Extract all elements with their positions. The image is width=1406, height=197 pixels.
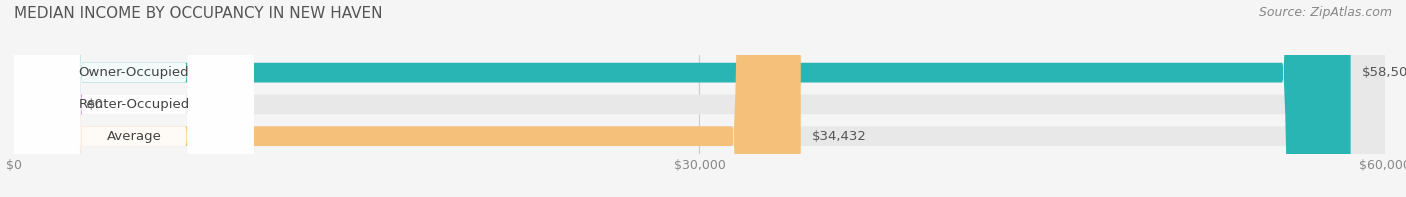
Text: MEDIAN INCOME BY OCCUPANCY IN NEW HAVEN: MEDIAN INCOME BY OCCUPANCY IN NEW HAVEN bbox=[14, 6, 382, 21]
Text: Source: ZipAtlas.com: Source: ZipAtlas.com bbox=[1258, 6, 1392, 19]
Text: Average: Average bbox=[107, 130, 162, 143]
Text: $34,432: $34,432 bbox=[811, 130, 866, 143]
FancyBboxPatch shape bbox=[14, 0, 1385, 197]
Text: Owner-Occupied: Owner-Occupied bbox=[79, 66, 190, 79]
FancyBboxPatch shape bbox=[7, 0, 83, 197]
Text: Renter-Occupied: Renter-Occupied bbox=[79, 98, 190, 111]
FancyBboxPatch shape bbox=[14, 0, 1351, 197]
FancyBboxPatch shape bbox=[14, 0, 254, 197]
FancyBboxPatch shape bbox=[14, 0, 1385, 197]
Text: $58,500: $58,500 bbox=[1361, 66, 1406, 79]
Text: $0: $0 bbox=[87, 98, 104, 111]
FancyBboxPatch shape bbox=[14, 0, 801, 197]
FancyBboxPatch shape bbox=[14, 0, 254, 197]
FancyBboxPatch shape bbox=[14, 0, 254, 197]
FancyBboxPatch shape bbox=[14, 0, 1385, 197]
